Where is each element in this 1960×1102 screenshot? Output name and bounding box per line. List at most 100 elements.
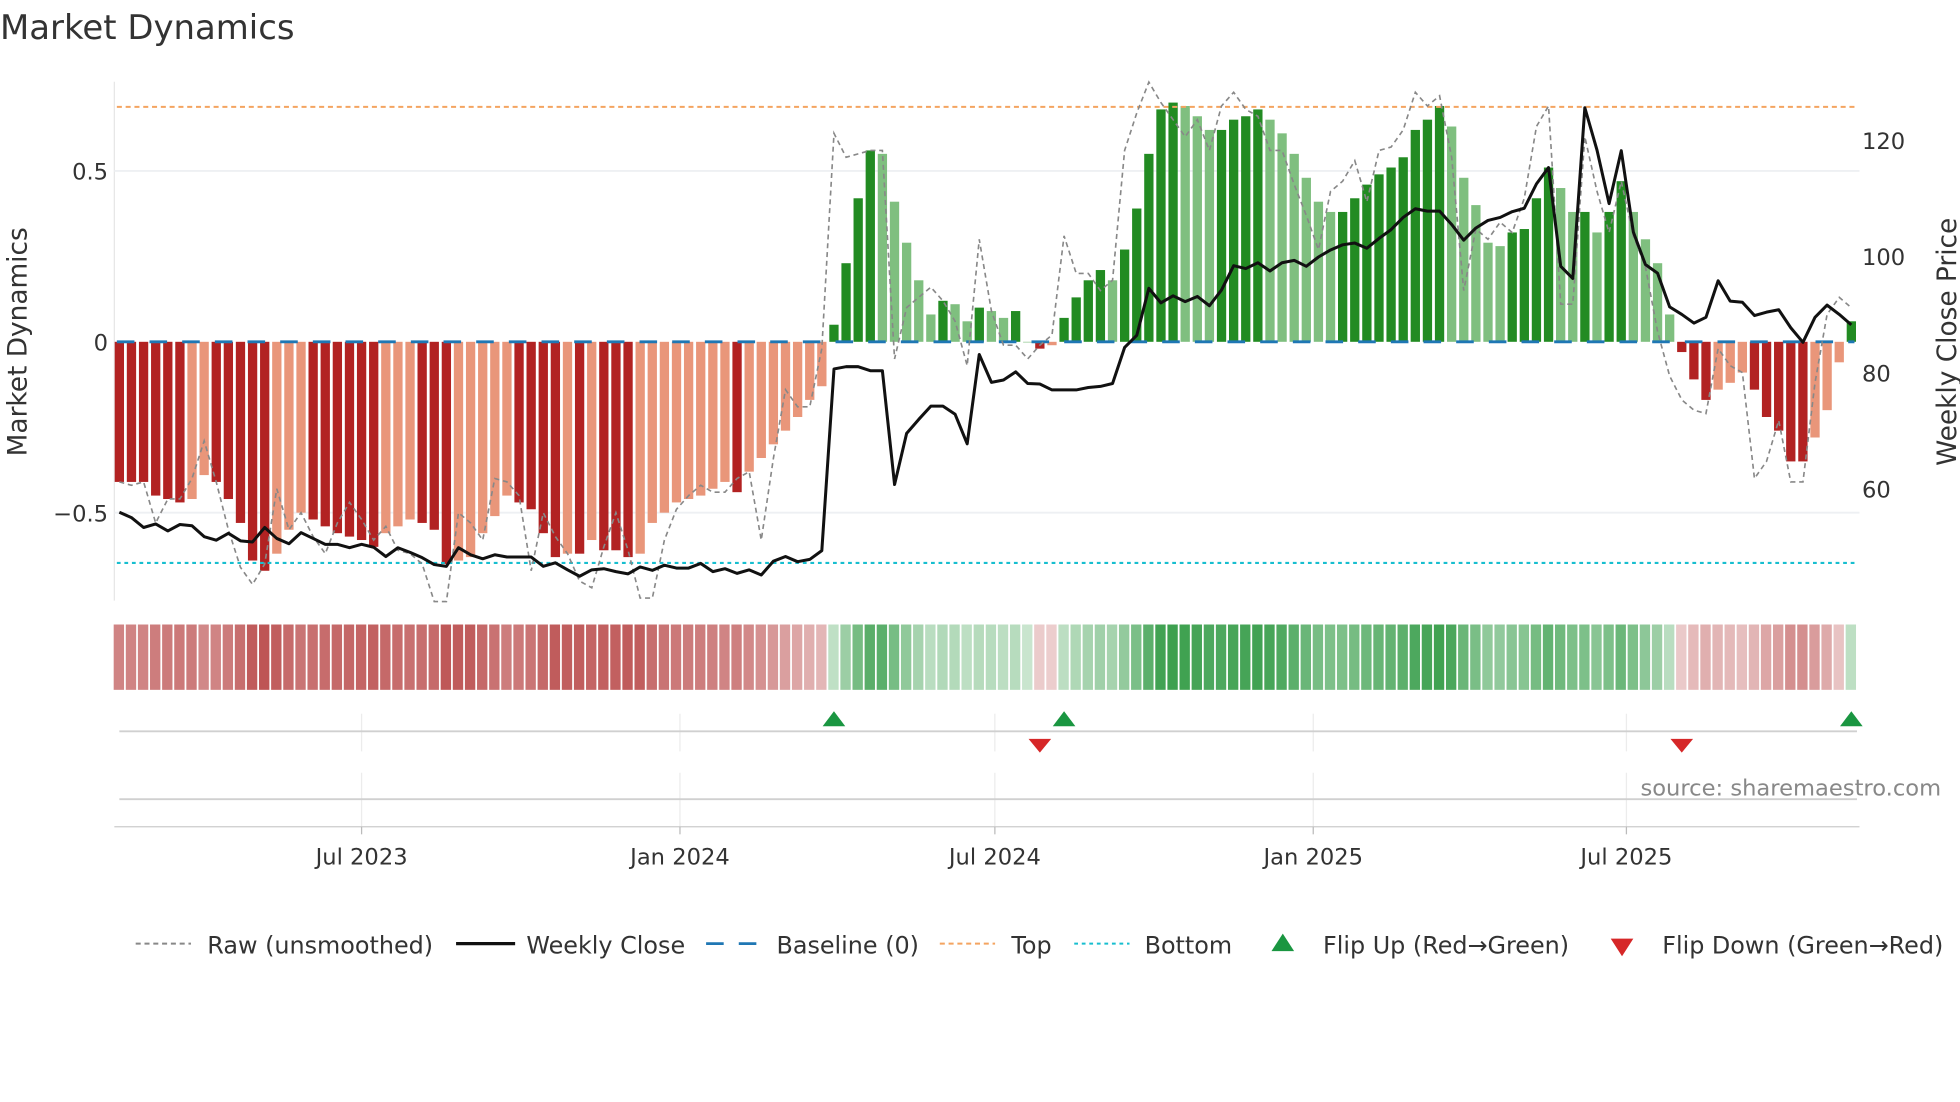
heat-strip-cell [1627,624,1639,690]
dynamics-bar [950,304,960,342]
heat-strip-cell [1022,624,1033,690]
dynamics-bar [1604,211,1614,342]
x-tick-label: Jan 2024 [628,844,730,870]
heat-strip-cell [779,624,791,690]
legend-bottom-label: Bottom [1145,932,1233,960]
flip-markers [822,711,1863,753]
heat-strip-cell [1470,624,1481,690]
heat-strip-cell [695,624,706,690]
heat-strip-cell [283,624,294,690]
heat-strip-cell [1530,624,1542,690]
heat-strip-cell [549,624,561,690]
heat-strip-cell [380,624,391,690]
heat-strip-cell [1845,624,1857,690]
heat-strip-cell [973,624,984,690]
heat-strip-cell [622,624,633,690]
legend-baseline-label: Baseline (0) [776,932,919,960]
heat-strip-cell [1736,624,1748,690]
y2-tick-label: 80 [1862,361,1891,387]
dynamics-bar [817,341,827,387]
heat-strip-cell [1482,624,1493,690]
heat-strip-cell [610,624,621,690]
dynamics-bar [187,341,197,500]
dynamics-bar [1725,341,1735,383]
heat-strip-cell [1724,624,1735,690]
dynamics-bar [1846,321,1856,342]
dynamics-bar [914,280,924,342]
dynamics-bar [1362,184,1372,342]
dynamics-bar [260,341,270,571]
dynamics-bar [151,341,161,496]
dynamics-bar [1677,341,1687,353]
dynamics-bar [1289,153,1299,342]
dynamics-bar [1253,109,1263,342]
dynamics-bar [114,341,125,482]
dynamics-bar [901,242,912,342]
heat-strip-cell [900,624,912,690]
dynamics-bar [1737,341,1747,373]
heat-strip-cell [804,624,815,690]
heat-strip-cell [1070,624,1081,690]
dynamics-bar [647,341,657,523]
dynamics-bar [1168,102,1178,342]
dynamics-bar [332,341,343,534]
heat-strip-cell [1034,624,1045,690]
heat-strip-cell [1433,624,1445,690]
y-tick-label: 0.5 [72,160,108,186]
heat-strip-cell [1615,624,1626,690]
heat-strip-cell [416,624,427,690]
dynamics-bar [1471,205,1481,342]
heat-strip-cell [1131,624,1142,690]
heat-strip-cell [1179,624,1190,690]
dynamics-bar [1071,297,1081,342]
heat-strip-cell [125,624,137,690]
heat-strip-cell [913,624,924,690]
heat-strip-cell [428,624,439,690]
dynamics-bar [1265,119,1275,342]
heat-strip-cell [646,624,657,690]
heat-strip [113,624,1857,690]
dynamics-bar [308,341,318,520]
dynamics-bar [1834,341,1844,363]
heat-strip-cell [743,624,754,690]
dynamics-bar [1241,116,1251,342]
dynamics-bar [792,341,803,417]
heat-strip-cell [501,624,512,690]
heat-strip-cell [1554,624,1566,690]
heat-strip-cell [1191,624,1202,690]
heat-strip-cell [985,624,997,690]
dynamics-bar [1822,341,1832,411]
heat-strip-cell [113,624,125,690]
heat-strip-cell [1082,624,1093,690]
dynamics-bar [1592,232,1602,342]
dynamics-bar [1422,119,1433,342]
dynamics-bar [877,153,888,342]
heat-strip-cell [1445,624,1457,690]
dynamics-bar [671,341,682,503]
heat-strip-cell [1203,624,1215,690]
heat-strip-cell [150,624,161,690]
heat-strip-cell [1094,624,1106,690]
dynamics-bar [611,341,621,551]
bars-layer [114,102,1856,571]
dynamics-bar [126,341,137,482]
x-tick-label: Jan 2025 [1261,844,1363,870]
x-tick-label: Jul 2024 [947,844,1041,870]
heat-strip-cell [1385,624,1396,690]
dynamics-bar [284,341,294,530]
dynamics-bar [1107,280,1118,342]
dynamics-bar [1277,133,1287,342]
dynamics-bar [1192,116,1202,342]
heat-strip-cell [1809,624,1820,690]
heat-strip-cell [1215,624,1227,690]
dynamics-bar [1325,211,1336,342]
flip-up-marker [822,711,846,727]
heat-strip-cell [1676,624,1687,690]
heat-strip-cell [816,624,827,690]
dynamics-bar [1616,181,1626,342]
dynamics-bar [235,341,246,523]
heat-strip-cell [234,624,246,690]
dynamics-bar [1447,126,1457,342]
dynamics-bar [962,321,972,342]
